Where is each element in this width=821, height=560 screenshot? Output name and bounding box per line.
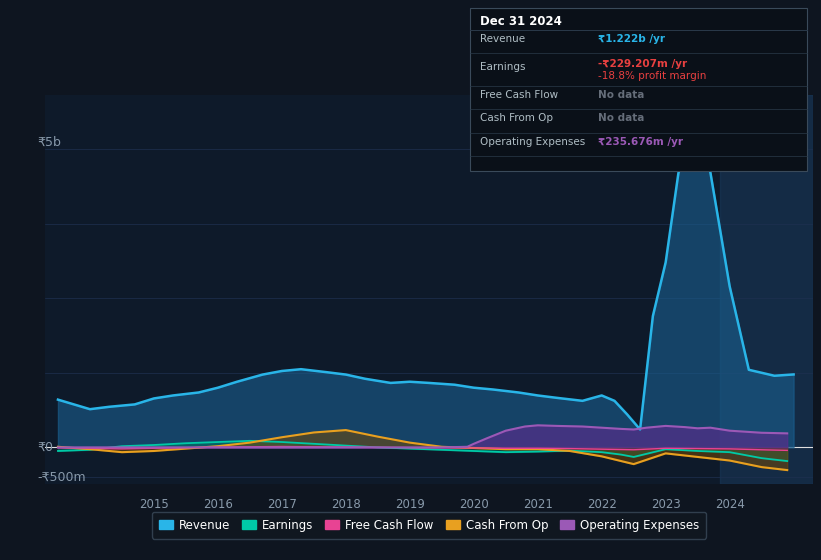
Text: -₹500m: -₹500m: [38, 471, 86, 484]
Text: ₹235.676m /yr: ₹235.676m /yr: [598, 137, 683, 147]
Bar: [720, 95, 813, 484]
Text: ₹1.222b /yr: ₹1.222b /yr: [598, 34, 665, 44]
Text: -₹229.207m /yr: -₹229.207m /yr: [598, 59, 687, 69]
Text: 2023: 2023: [651, 498, 681, 511]
Text: Free Cash Flow: Free Cash Flow: [480, 90, 558, 100]
Text: 2021: 2021: [523, 498, 553, 511]
Text: 2015: 2015: [139, 498, 169, 511]
Text: Earnings: Earnings: [480, 62, 525, 72]
Text: 2024: 2024: [715, 498, 745, 511]
Text: Revenue: Revenue: [480, 34, 525, 44]
Text: ₹5b: ₹5b: [38, 136, 62, 149]
Text: 2019: 2019: [395, 498, 424, 511]
Text: No data: No data: [598, 113, 644, 123]
Text: 2022: 2022: [587, 498, 617, 511]
Text: 2018: 2018: [331, 498, 360, 511]
Text: Cash From Op: Cash From Op: [480, 113, 553, 123]
Text: 2017: 2017: [267, 498, 296, 511]
Text: Dec 31 2024: Dec 31 2024: [480, 15, 562, 28]
Text: ₹0: ₹0: [38, 441, 53, 454]
Text: 2020: 2020: [459, 498, 488, 511]
Legend: Revenue, Earnings, Free Cash Flow, Cash From Op, Operating Expenses: Revenue, Earnings, Free Cash Flow, Cash …: [152, 512, 706, 539]
Text: -18.8% profit margin: -18.8% profit margin: [598, 71, 706, 81]
Text: Operating Expenses: Operating Expenses: [480, 137, 585, 147]
Text: No data: No data: [598, 90, 644, 100]
Text: 2016: 2016: [203, 498, 233, 511]
